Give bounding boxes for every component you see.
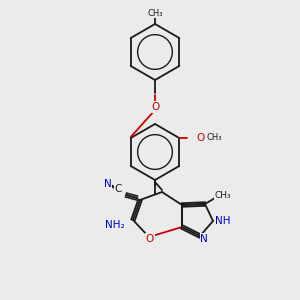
Text: O: O — [151, 102, 159, 112]
Text: O: O — [146, 234, 154, 244]
Text: N: N — [104, 179, 112, 189]
Text: O: O — [196, 133, 204, 143]
Text: NH₂: NH₂ — [105, 220, 125, 230]
Text: N: N — [200, 234, 208, 244]
Text: CH₃: CH₃ — [215, 191, 231, 200]
Text: C: C — [114, 184, 122, 194]
Text: NH: NH — [215, 216, 231, 226]
Text: CH₃: CH₃ — [206, 134, 222, 142]
Text: CH₃: CH₃ — [147, 8, 163, 17]
